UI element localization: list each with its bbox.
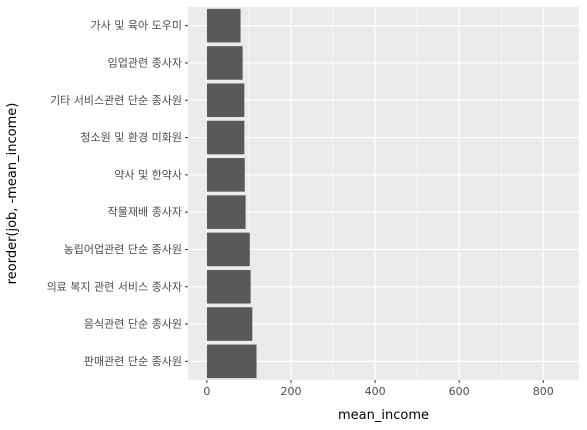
- bar: [206, 46, 243, 80]
- y-axis-title: reorder(job, -mean_income): [5, 103, 20, 285]
- y-tick-label: 임업관련 종사자: [108, 56, 182, 69]
- x-tick-label: 600: [449, 385, 470, 398]
- bar: [206, 120, 245, 155]
- bar: [206, 158, 245, 192]
- bar: [206, 195, 246, 229]
- x-axis-title: mean_income: [338, 408, 429, 423]
- y-tick-label: 청소원 및 환경 미화원: [80, 131, 182, 144]
- y-tick-label: 약사 및 한약사: [114, 167, 182, 181]
- bar: [206, 307, 253, 341]
- y-tick-label: 농립어업관련 단순 종사원: [64, 243, 182, 256]
- x-tick-label: 0: [203, 385, 210, 398]
- bar: [206, 269, 251, 304]
- x-tick-label: 200: [281, 385, 302, 398]
- x-tick-label: 400: [365, 385, 386, 398]
- y-tick-label: 판매관련 단순 종사원: [84, 355, 182, 368]
- y-tick-label: 의료 복지 관련 서비스 종사자: [47, 280, 182, 293]
- y-tick-label: 음식관련 단순 종사원: [84, 318, 182, 331]
- x-tick-label: 800: [533, 385, 554, 398]
- bar: [206, 232, 250, 267]
- major-gridlines: [188, 7, 579, 380]
- bar: [206, 8, 241, 43]
- bar: [206, 344, 257, 379]
- y-axis: 판매관련 단순 종사원 음식관련 단순 종사원 의료 복지 관련 서비스 종사자 농립…: [47, 19, 188, 368]
- bars: [206, 8, 257, 379]
- plot-panel: [188, 7, 579, 380]
- y-tick-label: 기타 서비스관련 단순 종사원: [50, 94, 182, 107]
- bar: [206, 83, 245, 118]
- y-tick-label: 작물재배 종사자: [108, 206, 182, 219]
- y-tick-label: 가사 및 육아 도우미: [91, 19, 182, 32]
- x-axis: 0 200 400 600 800: [203, 380, 554, 398]
